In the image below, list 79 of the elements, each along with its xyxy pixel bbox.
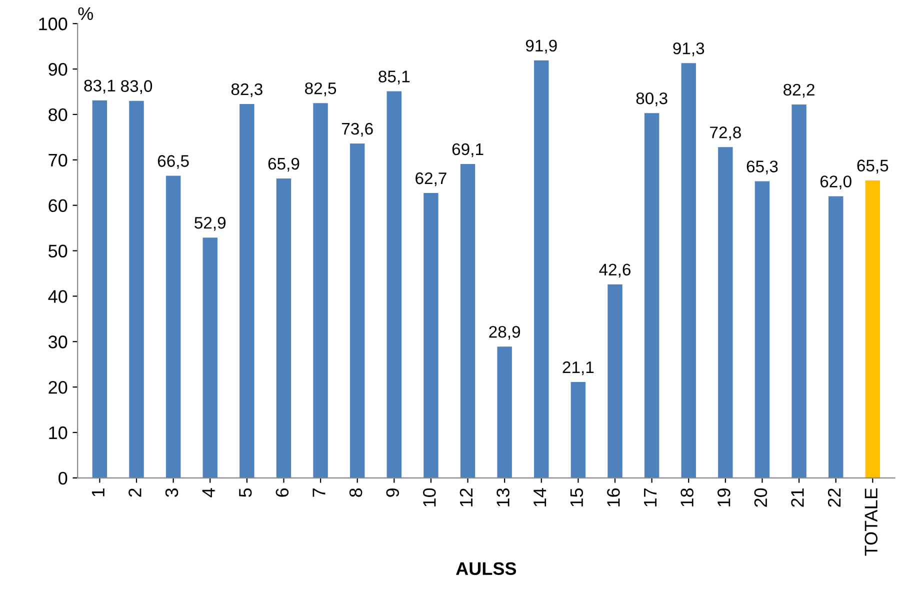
- x-axis-title: AULSS: [456, 562, 516, 576]
- bar: [386, 91, 402, 478]
- y-axis-title: %: [78, 7, 94, 20]
- y-tick-label: 40: [48, 290, 68, 303]
- data-label: 62,7: [416, 172, 446, 186]
- data-label: 83,1: [84, 80, 116, 94]
- x-tick-label: 17: [644, 488, 656, 506]
- x-tick-label: 9: [386, 488, 399, 497]
- x-tick-label: 1: [92, 488, 104, 496]
- bar: [92, 100, 108, 478]
- x-tick-label: 18: [680, 488, 694, 506]
- x-tick-label: 20: [754, 488, 768, 507]
- x-tick-label: 5: [239, 488, 252, 497]
- bar: [350, 144, 365, 478]
- bar: [608, 284, 622, 478]
- data-label: 91,3: [673, 42, 704, 56]
- x-tick-label: 6: [276, 488, 289, 497]
- x-tick-label: 19: [717, 488, 730, 506]
- x-tick-label: 7: [312, 488, 326, 497]
- bar: [792, 104, 806, 478]
- data-label: 91,9: [526, 40, 557, 54]
- bar: [570, 382, 586, 478]
- data-label: 65,3: [746, 160, 778, 174]
- bar: [644, 113, 660, 478]
- x-tick-label: 4: [202, 488, 215, 498]
- y-tick-label: 30: [48, 336, 68, 348]
- bar: [202, 238, 218, 478]
- data-label: 21,1: [562, 361, 594, 376]
- data-label: 52,9: [194, 216, 226, 231]
- y-tick-label: 70: [48, 154, 68, 167]
- bar: [681, 63, 696, 478]
- x-tick-label: 22: [828, 488, 841, 507]
- x-tick-label: 21: [791, 488, 804, 507]
- data-label: 83,0: [121, 80, 152, 94]
- data-label: 82,5: [305, 82, 336, 96]
- data-label: 73,6: [342, 122, 373, 137]
- bar: [865, 180, 880, 478]
- x-tick-label: 15: [570, 488, 584, 506]
- x-tick-label: 14: [534, 488, 546, 506]
- data-label: 42,6: [599, 264, 630, 278]
- data-label: 85,1: [378, 70, 410, 84]
- bar: [828, 196, 844, 478]
- x-tick-label: TOTALE: [864, 488, 878, 556]
- y-tick-label: 100: [39, 18, 68, 30]
- y-tick-label: 0: [58, 472, 68, 485]
- bar: [460, 164, 476, 478]
- bar: [497, 346, 512, 478]
- data-label: 65,9: [268, 158, 300, 172]
- bar: [166, 176, 181, 478]
- y-tick-label: 50: [48, 244, 68, 258]
- x-tick-label: 3: [165, 488, 178, 497]
- data-label: 28,9: [489, 326, 520, 340]
- data-label: 72,8: [710, 126, 741, 140]
- data-label: 69,1: [452, 143, 484, 158]
- bar: [276, 178, 292, 478]
- y-tick-label: 20: [48, 380, 68, 394]
- y-tick-label: 80: [48, 108, 68, 122]
- x-tick-label: 2: [128, 488, 142, 497]
- bar: [754, 181, 770, 478]
- data-label: 82,3: [231, 83, 262, 98]
- bar: [313, 103, 328, 478]
- bar: [718, 147, 733, 478]
- y-tick-label: 90: [48, 62, 68, 76]
- data-label: 62,0: [820, 176, 852, 190]
- y-tick-label: 60: [48, 199, 68, 212]
- x-tick-label: 12: [460, 488, 472, 506]
- data-label: 82,2: [784, 84, 814, 98]
- bar: [424, 193, 438, 478]
- bar: [129, 100, 144, 478]
- x-tick-label: 8: [349, 488, 362, 497]
- y-tick-label: 10: [49, 426, 68, 440]
- bar: [534, 60, 549, 478]
- data-label: 80,3: [636, 92, 668, 106]
- data-label: 65,5: [857, 160, 888, 174]
- x-tick-label: 10: [423, 488, 436, 506]
- bar: [240, 104, 254, 478]
- x-tick-label: 16: [607, 488, 620, 506]
- data-label: 66,5: [158, 155, 189, 169]
- x-tick-label: 13: [496, 488, 510, 506]
